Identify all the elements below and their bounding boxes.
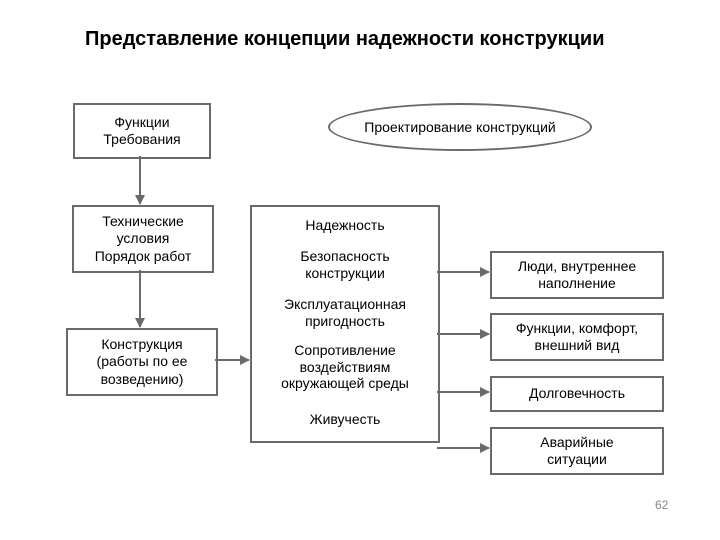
durability-box-label: Долговечность — [529, 385, 625, 403]
serviceability-cell: Эксплуатационная пригодность — [250, 289, 440, 339]
construction-box-label: Конструкция (работы по ее возведению) — [97, 336, 188, 389]
serviceability-cell-label: Эксплуатационная пригодность — [284, 296, 406, 330]
diagram-stage: Представление концепции надежности конст… — [0, 0, 720, 540]
survivability-cell-label: Живучесть — [310, 411, 381, 428]
page-title: Представление концепции надежности конст… — [85, 28, 605, 51]
emergency-box-label: Аварийные ситуации — [540, 434, 613, 469]
function-box-label: Функции, комфорт, внешний вид — [516, 320, 638, 355]
env-resist-cell: Сопротивление воздействиям окружающей ср… — [250, 337, 440, 399]
people-box-label: Люди, внутреннее наполнение — [518, 258, 636, 293]
emergency-box: Аварийные ситуации — [490, 427, 664, 475]
reliability-cell: Надежность — [250, 205, 440, 245]
techspec-box-label: Технические условия Порядок работ — [95, 213, 192, 266]
design-ellipse: Проектирование конструкций — [328, 103, 592, 151]
durability-box: Долговечность — [490, 376, 664, 412]
page-number: 62 — [655, 498, 668, 512]
people-box: Люди, внутреннее наполнение — [490, 251, 664, 299]
construction-box: Конструкция (работы по ее возведению) — [66, 328, 218, 396]
safety-cell: Безопасность конструкции — [250, 241, 440, 291]
design-ellipse-label: Проектирование конструкций — [364, 119, 555, 135]
functions-box-label: Функции Требования — [103, 114, 180, 149]
safety-cell-label: Безопасность конструкции — [300, 248, 389, 282]
survivability-cell: Живучесть — [250, 397, 440, 443]
functions-box: Функции Требования — [73, 103, 211, 159]
env-resist-cell-label: Сопротивление воздействиям окружающей ср… — [281, 342, 409, 392]
reliability-cell-label: Надежность — [305, 217, 384, 234]
function-box: Функции, комфорт, внешний вид — [490, 313, 664, 361]
techspec-box: Технические условия Порядок работ — [72, 205, 214, 273]
